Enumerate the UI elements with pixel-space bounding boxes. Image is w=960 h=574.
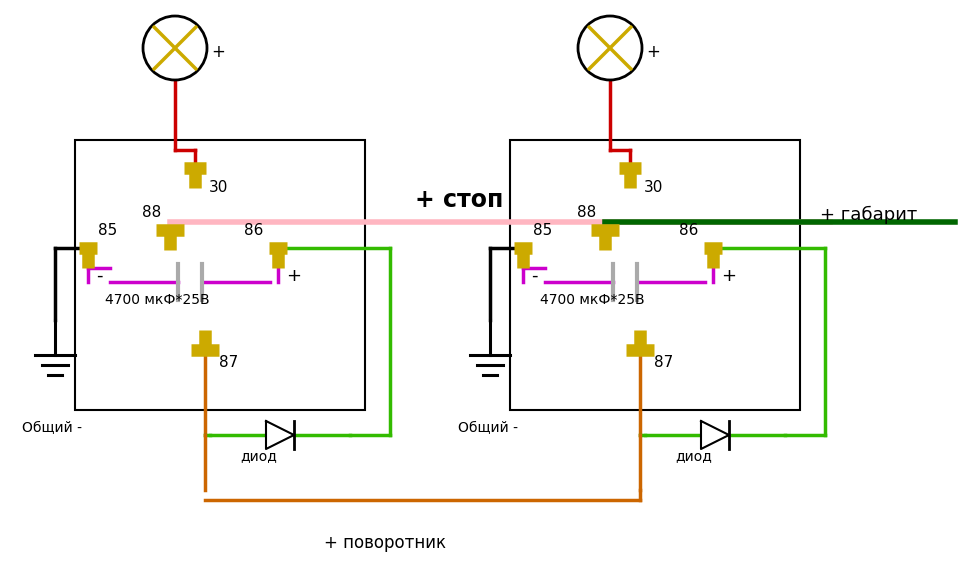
Text: 88: 88: [577, 205, 596, 220]
Text: Общий -: Общий -: [22, 421, 82, 435]
Text: 85: 85: [533, 223, 552, 238]
Text: 87: 87: [219, 355, 238, 370]
Text: 85: 85: [98, 223, 117, 238]
Text: 30: 30: [209, 180, 228, 195]
Circle shape: [143, 16, 207, 80]
Text: диод: диод: [675, 449, 712, 463]
Polygon shape: [266, 421, 294, 449]
Bar: [75, 140, 365, 410]
Text: + поворотник: + поворотник: [324, 534, 446, 552]
Text: +: +: [286, 267, 301, 285]
Text: +: +: [721, 267, 736, 285]
Text: -: -: [531, 267, 538, 285]
Text: 30: 30: [644, 180, 663, 195]
Text: 86: 86: [679, 223, 698, 238]
Text: диод: диод: [240, 449, 276, 463]
Circle shape: [578, 16, 642, 80]
Text: 86: 86: [244, 223, 263, 238]
Text: 4700 мкФ*25В: 4700 мкФ*25В: [105, 293, 209, 307]
Text: +: +: [646, 43, 660, 61]
Text: 88: 88: [142, 205, 161, 220]
Text: +: +: [211, 43, 225, 61]
Bar: [510, 140, 800, 410]
Text: -: -: [96, 267, 103, 285]
Text: + стоп: + стоп: [415, 188, 503, 212]
Polygon shape: [701, 421, 729, 449]
Text: 4700 мкФ*25В: 4700 мкФ*25В: [540, 293, 644, 307]
Text: 87: 87: [654, 355, 673, 370]
Text: + габарит: + габарит: [820, 206, 917, 224]
Text: Общий -: Общий -: [458, 421, 518, 435]
